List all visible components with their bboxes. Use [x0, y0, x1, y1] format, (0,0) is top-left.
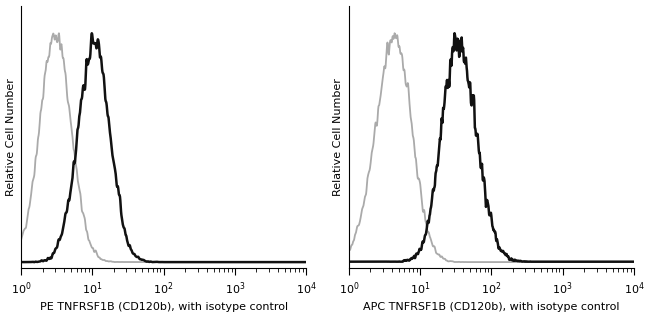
- Y-axis label: Relative Cell Number: Relative Cell Number: [6, 78, 16, 196]
- X-axis label: APC TNFRSF1B (CD120b), with isotype control: APC TNFRSF1B (CD120b), with isotype cont…: [363, 302, 619, 313]
- Y-axis label: Relative Cell Number: Relative Cell Number: [333, 78, 343, 196]
- X-axis label: PE TNFRSF1B (CD120b), with isotype control: PE TNFRSF1B (CD120b), with isotype contr…: [40, 302, 288, 313]
